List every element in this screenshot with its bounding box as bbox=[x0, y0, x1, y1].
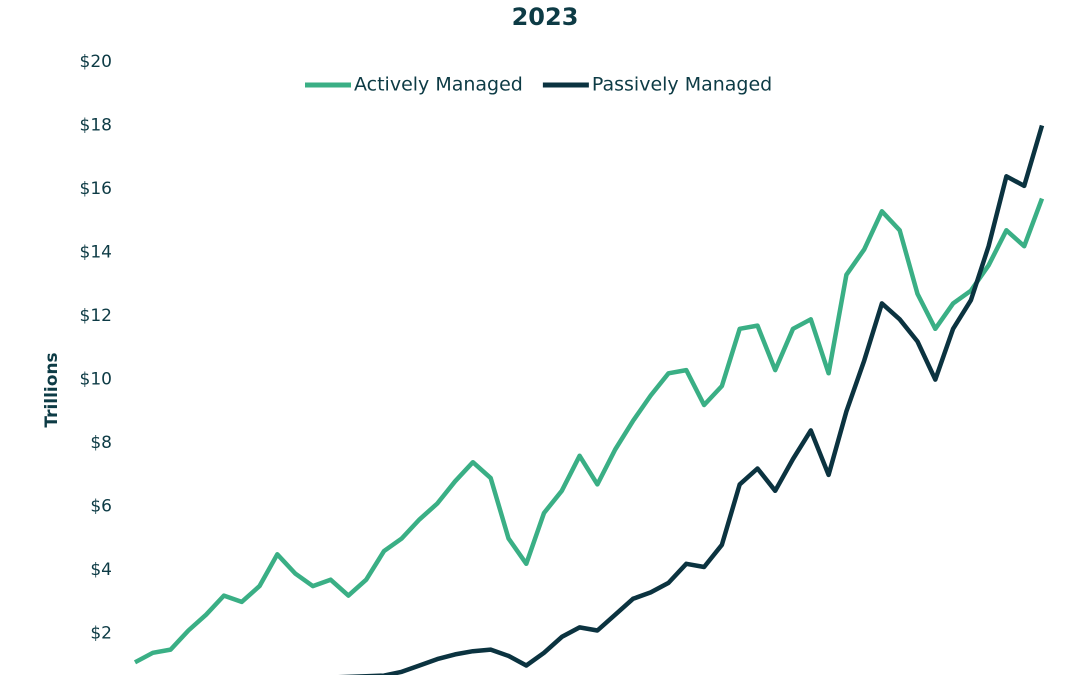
legend-label: Passively Managed bbox=[592, 74, 772, 96]
y-tick-label: $4 bbox=[90, 560, 112, 580]
y-tick-label: $6 bbox=[90, 497, 112, 517]
y-tick-label: $18 bbox=[80, 116, 112, 136]
y-tick-label: $8 bbox=[90, 433, 112, 453]
y-tick-label: $14 bbox=[80, 243, 112, 263]
plot-area bbox=[133, 124, 1045, 675]
y-tick-label: $16 bbox=[80, 179, 112, 199]
y-axis-label: Trillions bbox=[42, 352, 62, 427]
line-series bbox=[133, 197, 1045, 665]
y-tick-label: $10 bbox=[80, 370, 112, 390]
legend-label: Actively Managed bbox=[354, 74, 523, 96]
y-tick-label: $20 bbox=[80, 52, 112, 72]
y-tick-label: $12 bbox=[80, 306, 112, 326]
line-series bbox=[337, 124, 1045, 675]
chart-title: 2023 bbox=[512, 3, 579, 31]
y-tick-label: $2 bbox=[90, 624, 112, 644]
